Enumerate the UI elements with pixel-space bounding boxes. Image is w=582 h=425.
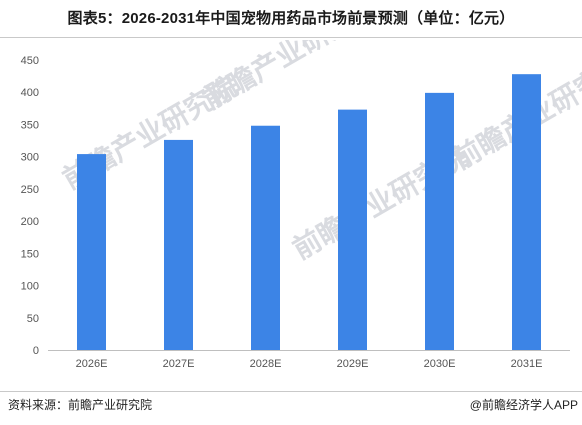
- y-tick-label: 0: [33, 345, 39, 357]
- source-note: 资料来源：前瞻产业研究院: [8, 398, 153, 412]
- y-tick-label: 50: [27, 313, 39, 325]
- y-tick-label: 150: [21, 248, 39, 260]
- y-tick-label: 300: [21, 152, 39, 164]
- y-axis: 0 50 100 150 200 250 300 350 400 450: [21, 55, 39, 357]
- x-tick-label: 2031E: [511, 358, 543, 370]
- y-tick-label: 350: [21, 119, 39, 131]
- watermark-layer: 前瞻产业研究院 前瞻产业研究院 前瞻产业研究院 前瞻产业研究院: [57, 40, 582, 266]
- x-tick-label: 2026E: [76, 358, 108, 370]
- watermark-text: 前瞻产业研究院: [197, 40, 383, 116]
- x-tick-label: 2029E: [337, 358, 369, 370]
- bar-series: [77, 74, 541, 350]
- y-tick-label: 250: [21, 184, 39, 196]
- credit-note: @前瞻经济学人APP: [469, 398, 578, 412]
- bar-2027E: [164, 139, 193, 350]
- x-tick-label: 2028E: [250, 358, 282, 370]
- y-tick-label: 100: [21, 281, 39, 293]
- y-tick-label: 400: [21, 87, 39, 99]
- y-tick-label: 450: [21, 55, 39, 67]
- x-axis: 2026E 2027E 2028E 2029E 2030E 2031E: [76, 358, 543, 370]
- title-divider: [0, 37, 582, 38]
- x-tick-label: 2030E: [424, 358, 456, 370]
- y-tick-label: 200: [21, 216, 39, 228]
- footer-divider: [0, 391, 582, 392]
- bar-2031E: [512, 74, 541, 350]
- bar-2030E: [425, 92, 454, 350]
- bar-2028E: [251, 125, 280, 350]
- bar-2029E: [338, 109, 367, 350]
- bar-chart: 前瞻产业研究院 前瞻产业研究院 前瞻产业研究院 前瞻产业研究院 0 50 100 15…: [21, 40, 582, 370]
- chart-title: 图表5：2026-2031年中国宠物用药品市场前景预测（单位：亿元）: [67, 10, 515, 27]
- x-tick-label: 2027E: [163, 358, 195, 370]
- bar-2026E: [77, 154, 106, 350]
